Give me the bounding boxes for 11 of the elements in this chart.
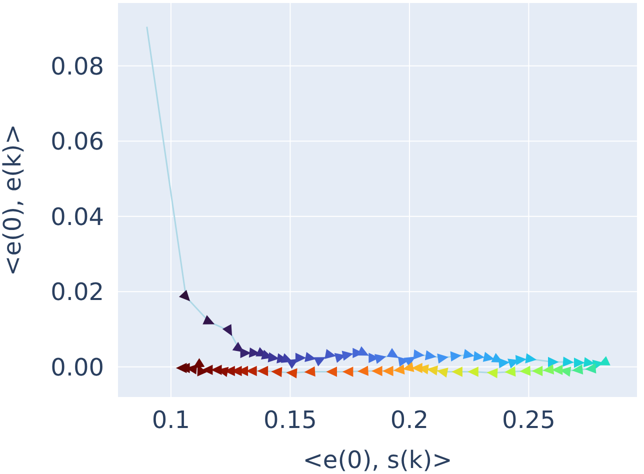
x-tick-label: 0.15 bbox=[263, 406, 317, 434]
y-tick-label: 0.04 bbox=[50, 202, 104, 231]
y-tick-label: 0.00 bbox=[50, 353, 104, 382]
x-tick-label: 0.1 bbox=[152, 406, 190, 434]
y-axis-title: <e(0), e(k)> bbox=[0, 124, 27, 276]
y-tick-label: 0.08 bbox=[50, 52, 104, 80]
x-tick-label: 0.25 bbox=[502, 406, 556, 434]
x-tick-label: 0.2 bbox=[390, 406, 429, 434]
x-axis-title: <e(0), s(k)> bbox=[302, 446, 452, 474]
y-tick-label: 0.06 bbox=[50, 128, 104, 156]
y-tick-label: 0.02 bbox=[50, 278, 104, 306]
